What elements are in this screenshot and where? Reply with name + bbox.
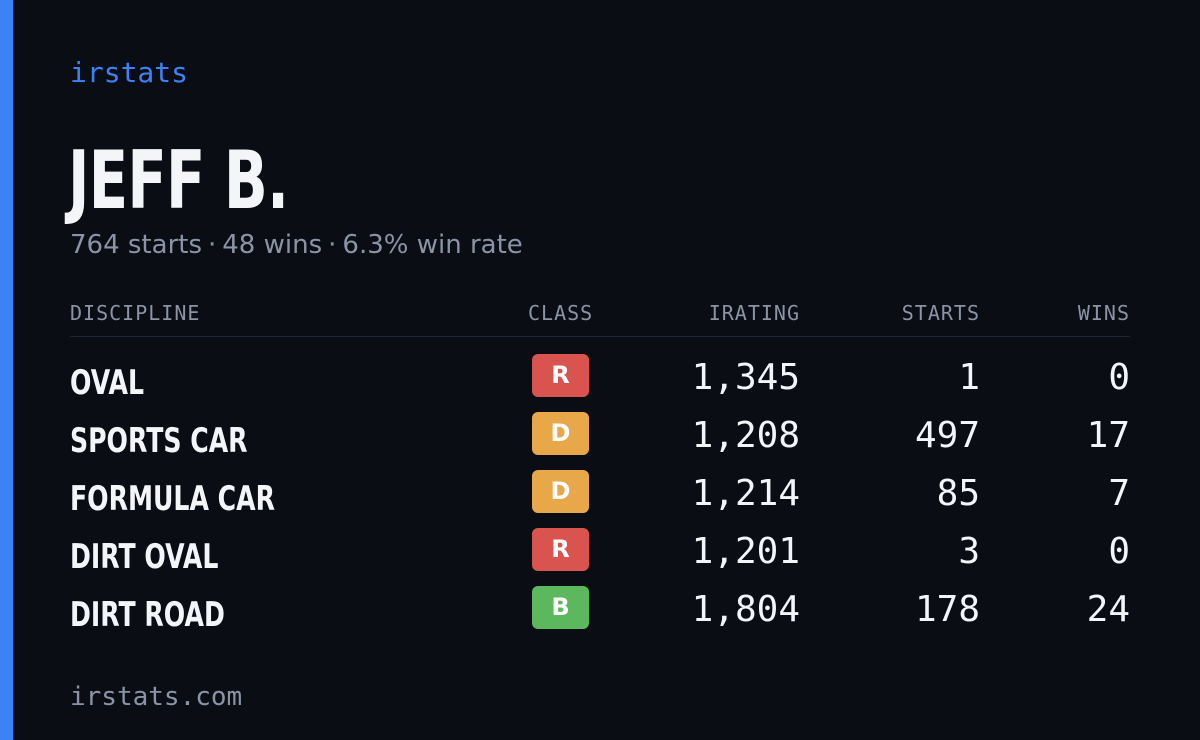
wins-value: 17 <box>1086 415 1130 456</box>
driver-name: JEFF B. <box>68 134 289 227</box>
wins-value: 7 <box>1108 473 1130 514</box>
winrate-summary: 6.3% win rate <box>342 230 523 260</box>
table-header: DISCIPLINE CLASS IRATING STARTS WINS <box>70 300 1130 337</box>
discipline-name: FORMULA CAR <box>70 479 275 519</box>
table-row: DIRT OVAL R 1,201 3 0 <box>70 528 1130 586</box>
discipline-name: SPORTS CAR <box>70 421 248 461</box>
table-row: DIRT ROAD B 1,804 178 24 <box>70 586 1130 644</box>
separator: · <box>208 230 217 260</box>
class-badge: D <box>532 470 589 513</box>
class-badge: R <box>532 528 589 571</box>
starts-value: 3 <box>958 531 980 572</box>
irating-value: 1,345 <box>691 357 800 398</box>
irating-value: 1,214 <box>691 473 800 514</box>
wins-summary: 48 wins <box>222 230 323 260</box>
header-class: CLASS <box>528 301 594 325</box>
header-wins: WINS <box>1077 301 1130 325</box>
header-irating: IRATING <box>708 301 800 325</box>
class-badge: R <box>532 354 589 397</box>
wins-value: 24 <box>1086 589 1130 630</box>
header-starts: STARTS <box>901 301 980 325</box>
irating-value: 1,201 <box>691 531 800 572</box>
discipline-name: DIRT OVAL <box>70 537 219 577</box>
starts-summary: 764 starts <box>70 230 202 260</box>
starts-value: 1 <box>958 357 980 398</box>
table-row: OVAL R 1,345 1 0 <box>70 354 1130 412</box>
table-row: SPORTS CAR D 1,208 497 17 <box>70 412 1130 470</box>
irating-value: 1,804 <box>691 589 800 630</box>
class-badge: B <box>532 586 589 629</box>
driver-summary: 764 starts · 48 wins · 6.3% win rate <box>70 228 523 262</box>
wins-value: 0 <box>1108 531 1130 572</box>
discipline-name: OVAL <box>70 363 144 403</box>
class-badge: D <box>532 412 589 455</box>
accent-bar <box>0 0 13 740</box>
brand-logo: irstats <box>70 56 189 89</box>
table-row: FORMULA CAR D 1,214 85 7 <box>70 470 1130 528</box>
footer-url: irstats.com <box>70 682 243 712</box>
starts-value: 85 <box>936 473 980 514</box>
separator: · <box>328 230 337 260</box>
wins-value: 0 <box>1108 357 1130 398</box>
header-discipline: DISCIPLINE <box>70 301 201 325</box>
starts-value: 178 <box>914 589 980 630</box>
irating-value: 1,208 <box>691 415 800 456</box>
discipline-name: DIRT ROAD <box>70 595 225 635</box>
starts-value: 497 <box>914 415 980 456</box>
